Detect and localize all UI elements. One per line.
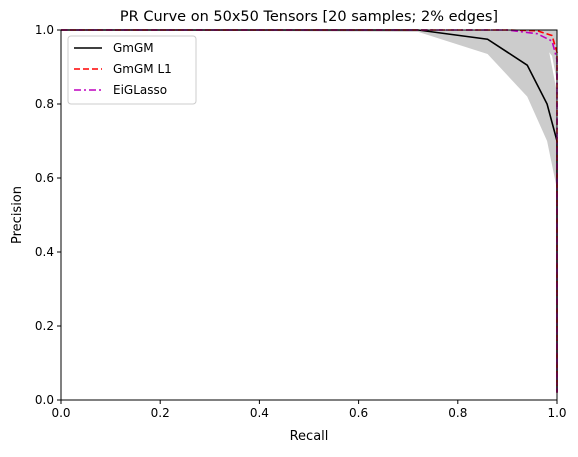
legend-label-2: EiGLasso bbox=[113, 83, 167, 97]
x-axis: 0.0 0.2 0.4 0.6 0.8 1.0 bbox=[51, 400, 567, 420]
x-tick-label: 0.8 bbox=[448, 406, 467, 420]
y-axis: 0.0 0.2 0.4 0.6 0.8 1.0 bbox=[35, 23, 61, 407]
x-tick-label: 0.6 bbox=[349, 406, 368, 420]
y-axis-label: Precision bbox=[10, 186, 25, 244]
plot-frame bbox=[60, 29, 558, 401]
x-tick-label: 1.0 bbox=[547, 406, 566, 420]
confidence-bands bbox=[61, 30, 557, 190]
band-0 bbox=[61, 30, 557, 190]
y-tick-label: 0.8 bbox=[35, 97, 54, 111]
x-tick-label: 0.0 bbox=[51, 406, 70, 420]
chart-title: PR Curve on 50x50 Tensors [20 samples; 2… bbox=[120, 9, 498, 25]
legend-box bbox=[67, 35, 197, 105]
y-tick-label: 0.4 bbox=[35, 245, 54, 259]
y-tick-label: 0.6 bbox=[35, 171, 54, 185]
legend-label-0: GmGM bbox=[113, 41, 154, 55]
y-tick-label: 1.0 bbox=[35, 23, 54, 37]
legend: GmGM GmGM L1 EiGLasso bbox=[67, 35, 197, 105]
x-axis-label: Recall bbox=[290, 429, 329, 444]
x-tick-label: 0.2 bbox=[151, 406, 170, 420]
legend-label-1: GmGM L1 bbox=[113, 62, 172, 76]
x-tick-label: 0.4 bbox=[250, 406, 269, 420]
y-tick-label: 0.0 bbox=[35, 393, 54, 407]
y-tick-label: 0.2 bbox=[35, 319, 54, 333]
